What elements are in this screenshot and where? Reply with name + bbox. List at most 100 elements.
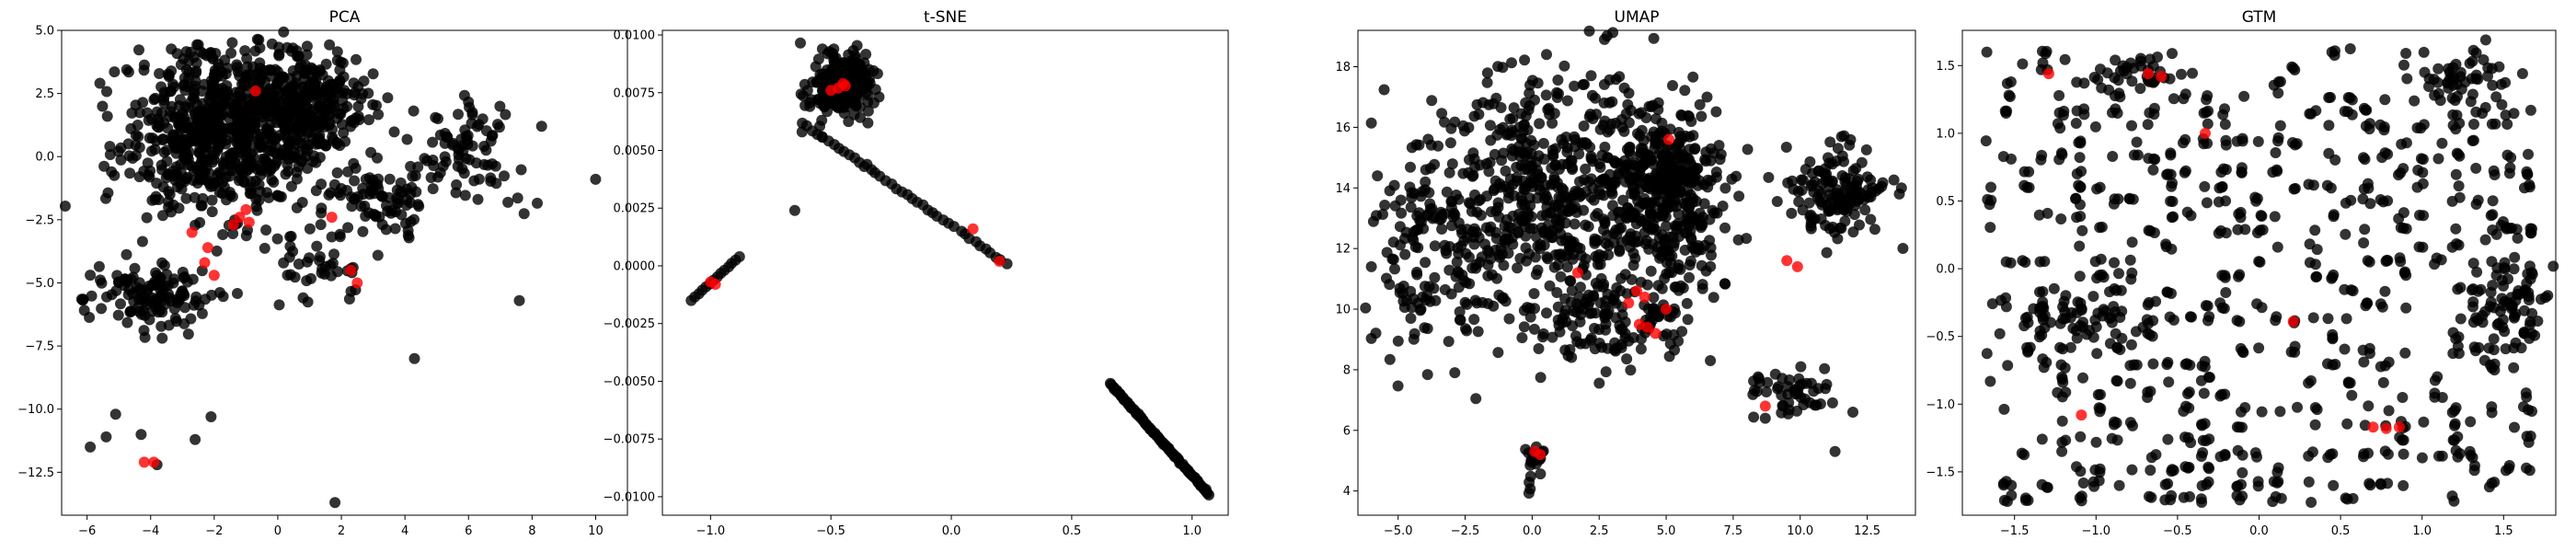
data-point [2327,333,2339,345]
data-point [1525,134,1537,146]
data-point [265,163,277,175]
data-point [180,192,192,204]
data-point [439,151,451,163]
data-point [1553,319,1565,331]
data-point [1620,176,1632,188]
data-point [1673,126,1685,138]
data-point [2220,134,2232,146]
data-point [2322,313,2334,325]
data-point [1406,302,1418,314]
data-point [2522,168,2534,180]
data-point [1435,206,1447,218]
data-point [1524,477,1535,489]
data-point [831,100,843,112]
data-point [1753,373,1765,385]
data-point [94,77,106,89]
data-point [2179,88,2191,100]
data-point [2418,416,2430,428]
data-point [454,154,465,166]
data-point [1589,343,1601,355]
data-point [1528,288,1540,300]
x-tick-label: −0.5 [2163,524,2192,538]
data-point [2219,119,2231,131]
data-point [2055,147,2067,159]
data-point [2238,90,2250,102]
data-point [2432,153,2444,165]
data-point [1673,262,1685,274]
data-point [124,167,136,179]
data-point [1667,80,1678,91]
data-point [1464,251,1475,263]
data-point [2145,53,2156,65]
data-point [255,74,267,86]
data-point [2005,76,2017,87]
data-point [2506,301,2518,313]
data-point [419,153,431,165]
data-point [1803,197,1815,209]
data-point [1869,224,1880,236]
data-point [733,251,745,262]
data-point [2464,57,2476,69]
data-point [2178,137,2189,149]
data-point [1564,344,1576,355]
data-point [2095,388,2106,400]
data-point [2165,147,2177,159]
data-point [1662,245,1674,257]
data-point [1524,223,1536,235]
data-point [1815,213,1827,224]
data-point [854,58,866,70]
highlight-point [249,85,261,97]
data-point [2363,447,2374,459]
highlight-point [2076,409,2087,421]
data-point [122,66,134,78]
data-point [1580,253,1592,265]
highlight-point [1631,285,1642,297]
data-point [1614,244,1626,256]
highlight-point [2143,68,2154,80]
data-point [2288,183,2300,195]
data-point [136,236,148,247]
data-point [2467,135,2478,146]
data-point [259,242,270,254]
data-point [1450,270,1462,282]
data-point [2471,266,2483,278]
highlight-point [199,257,211,269]
data-point [95,274,106,286]
data-point [1440,245,1452,257]
data-point [217,229,229,240]
data-point [256,104,268,116]
data-point [1824,136,1836,148]
data-point [270,147,282,159]
data-point [1580,297,1592,309]
data-point [2124,254,2136,266]
data-point [2400,302,2412,314]
data-point [2272,476,2284,488]
data-point [206,206,218,218]
data-point [1449,209,1461,221]
data-point [1656,209,1668,221]
data-point [2342,376,2354,388]
data-point [410,186,422,198]
data-point [292,51,303,63]
data-point [1547,117,1558,129]
data-point [2398,59,2409,71]
data-point [1544,280,1556,292]
data-point [2377,376,2389,388]
data-point [1461,298,1473,310]
data-point [1633,201,1645,213]
data-point [1638,134,1650,146]
data-point [1504,113,1516,125]
data-point [1512,262,1524,274]
data-point [2309,224,2321,236]
data-point [2274,406,2286,418]
data-point [2142,299,2154,311]
data-point [1706,249,1717,261]
data-point [2432,371,2444,383]
data-point [1535,238,1547,250]
data-point [315,219,327,231]
data-point [1524,192,1535,204]
data-point [253,178,265,190]
y-tick-label: 0.0000 [614,259,656,273]
data-point [2339,283,2351,295]
data-point [2195,374,2207,386]
